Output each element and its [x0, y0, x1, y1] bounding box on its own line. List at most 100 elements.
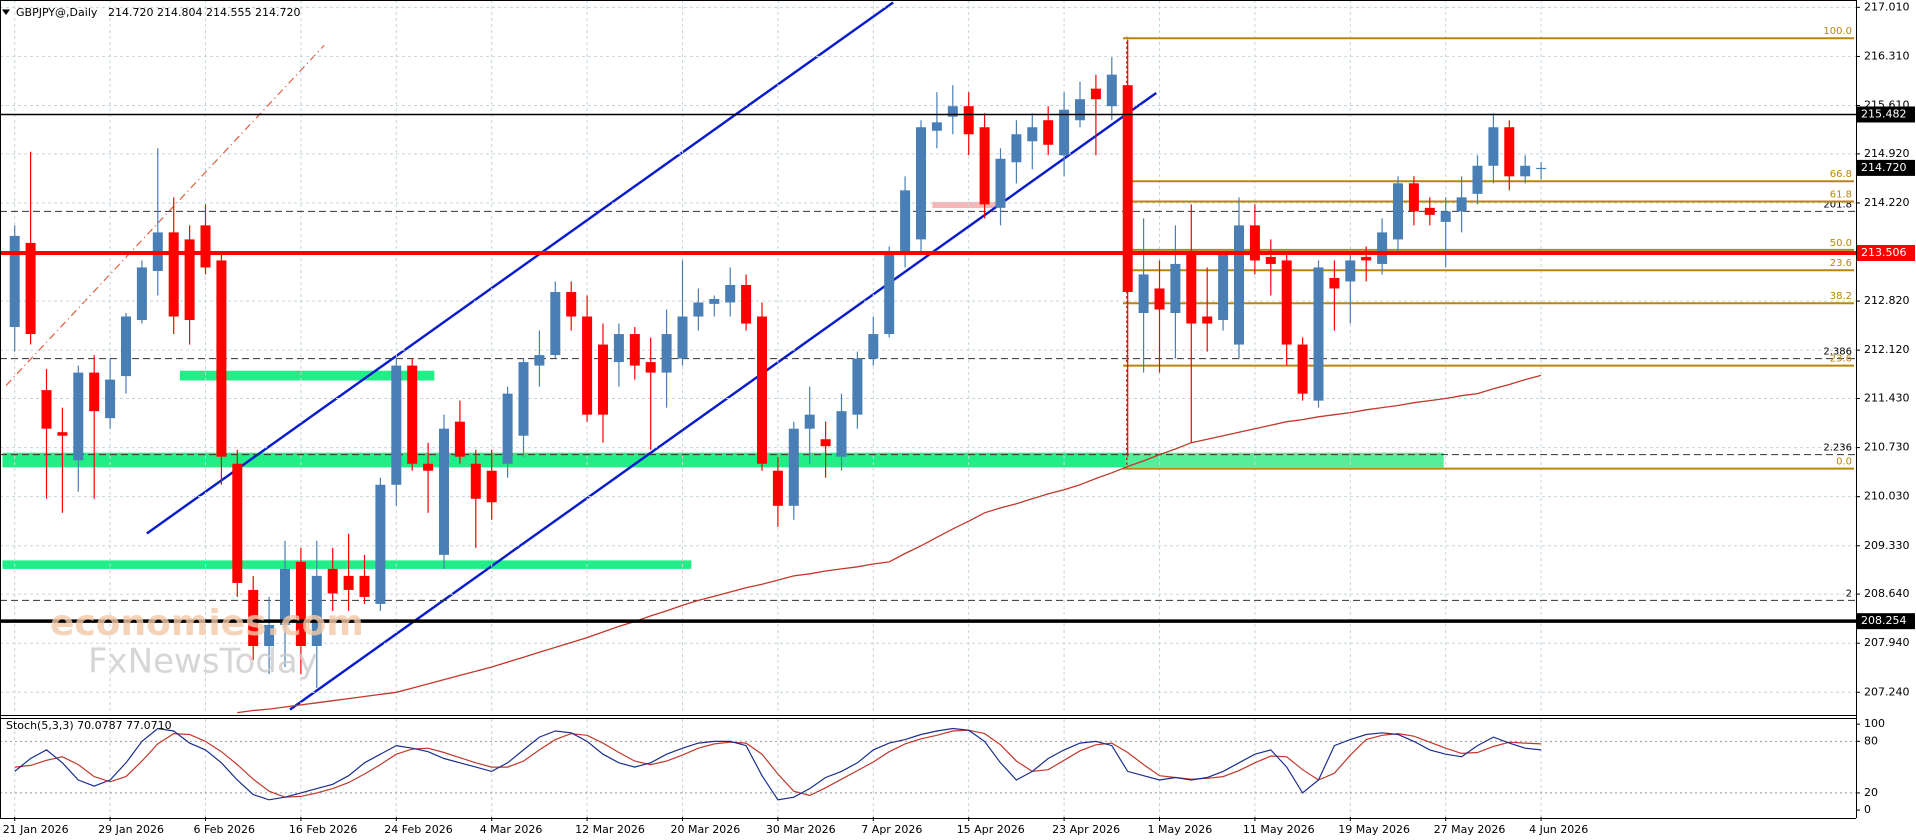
dashed-level-label: 2	[1846, 588, 1852, 599]
candle-body	[1377, 232, 1388, 264]
y-tick-label: 212.820	[1864, 294, 1910, 307]
dashed-level-label: 2.236	[1823, 443, 1852, 454]
candle-body	[1440, 211, 1451, 222]
candle-body	[1218, 253, 1229, 321]
candle-body	[136, 267, 147, 321]
candle-body	[454, 421, 465, 457]
x-tick-label: 7 Apr 2026	[861, 823, 922, 836]
ohlc-label: 214.720 214.804 214.555 214.720	[108, 6, 300, 19]
candle-body	[1075, 99, 1085, 121]
moving-average	[237, 374, 1542, 714]
candle-body	[41, 390, 52, 429]
y-tick-label: 211.430	[1864, 392, 1910, 405]
y-tick-label: 212.120	[1864, 343, 1910, 356]
stoch-tick-label: 20	[1864, 786, 1878, 799]
trend-line	[5, 44, 325, 386]
candle-body	[661, 334, 672, 373]
candle-body	[772, 470, 783, 506]
level-tag	[1857, 159, 1915, 176]
candle-body	[757, 316, 767, 464]
fib-label: 23.6	[1830, 258, 1852, 269]
candle-body	[375, 484, 386, 604]
candle-body	[550, 291, 561, 356]
dashed-level-label: 2.386	[1823, 347, 1852, 358]
candle-body	[1408, 183, 1419, 212]
candle-body	[884, 253, 895, 335]
candle-body	[788, 428, 799, 506]
fib-label: 66.8	[1830, 169, 1852, 180]
y-tick-label: 214.220	[1864, 196, 1910, 209]
fib-label: 38.2	[1830, 291, 1852, 302]
watermark: economies.com	[50, 603, 364, 644]
x-tick-label: 4 Jun 2026	[1529, 823, 1588, 836]
x-tick-label: 1 May 2026	[1148, 823, 1213, 836]
candle-body	[566, 291, 577, 317]
candle-body	[804, 414, 815, 429]
candle-body	[168, 232, 179, 317]
candle-body	[1504, 127, 1515, 177]
x-tick-label: 21 Jan 2026	[3, 823, 69, 836]
candle-body	[1456, 197, 1467, 212]
candle-body	[1170, 263, 1181, 314]
candle-body	[1297, 344, 1308, 394]
x-tick-label: 11 May 2026	[1243, 823, 1315, 836]
candle-body	[1249, 225, 1260, 261]
candle-body	[1281, 260, 1292, 345]
candle-body	[1313, 267, 1324, 401]
y-tick-label: 208.640	[1864, 587, 1910, 600]
candle-body	[1345, 260, 1356, 282]
y-tick-label: 207.940	[1864, 636, 1910, 649]
candle-body	[1202, 316, 1213, 324]
stoch-tick-label: 100	[1864, 717, 1885, 730]
candle-body	[121, 316, 131, 377]
candle-body	[629, 334, 640, 366]
candle-body	[852, 358, 863, 415]
candle-body	[963, 106, 974, 135]
candle-body	[1138, 274, 1149, 314]
x-tick-label: 6 Feb 2026	[194, 823, 255, 836]
zone	[932, 201, 998, 208]
y-tick-label: 210.730	[1864, 441, 1910, 454]
candle-body	[407, 365, 418, 464]
x-tick-label: 12 Mar 2026	[575, 823, 645, 836]
zone	[2, 560, 692, 569]
candle-body	[916, 127, 926, 240]
candle-body	[820, 439, 831, 447]
candle-body	[486, 470, 497, 503]
y-tick-label: 214.920	[1864, 147, 1910, 160]
level-tag-label: 213.506	[1861, 246, 1907, 259]
candle-body	[295, 561, 306, 646]
stoch-main	[14, 727, 1542, 801]
candle-body	[931, 122, 942, 131]
candle-body	[391, 365, 402, 485]
x-tick-label: 24 Feb 2026	[384, 823, 452, 836]
candle-body	[1011, 134, 1022, 163]
zone	[1125, 452, 1444, 468]
candle-body	[1027, 127, 1038, 142]
candle-body	[613, 334, 624, 363]
fib-label: 23.6	[1830, 354, 1852, 365]
candle-body	[518, 362, 529, 436]
candle-body	[502, 393, 513, 464]
candle-body	[1488, 127, 1499, 166]
x-tick-label: 16 Feb 2026	[289, 823, 357, 836]
candle-body	[216, 260, 227, 457]
channel-line	[289, 91, 1157, 711]
candle-body	[439, 428, 449, 555]
x-tick-label: 15 Apr 2026	[957, 823, 1025, 836]
candle-body	[1265, 256, 1276, 264]
chart-title: GBPJPY@,Daily	[16, 6, 98, 19]
candle-body	[359, 575, 370, 597]
candle-body	[534, 355, 545, 366]
candle-body	[9, 235, 20, 328]
fib-label: 0.0	[1836, 457, 1852, 468]
candle-body	[995, 158, 1006, 208]
candle-body	[582, 316, 593, 415]
candle-body	[725, 284, 736, 303]
zone	[179, 370, 435, 381]
y-tick-label: 217.010	[1864, 0, 1910, 13]
candle-body	[1520, 165, 1531, 177]
candle-body	[232, 463, 243, 583]
indicator-title: Stoch(5,3,3) 70.0787 77.0710	[6, 719, 172, 732]
